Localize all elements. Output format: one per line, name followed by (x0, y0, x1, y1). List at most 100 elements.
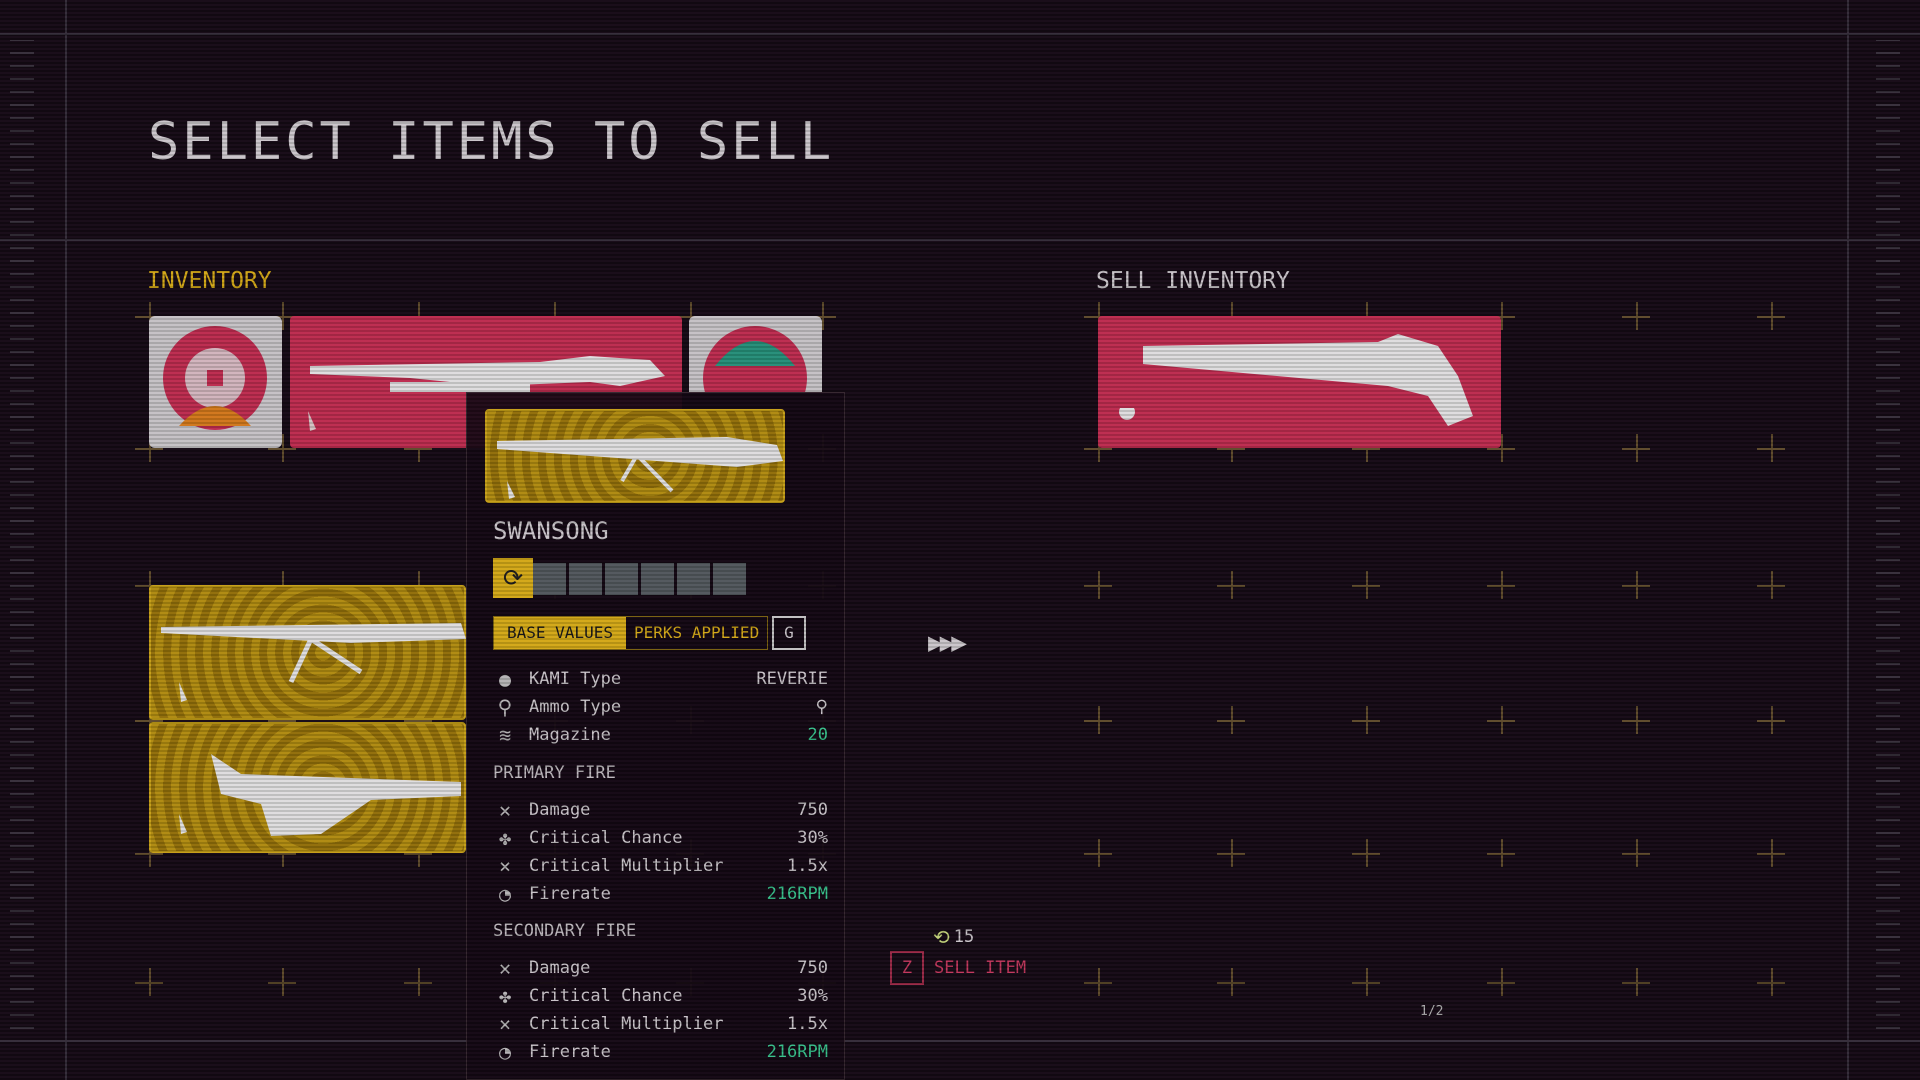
grid-cross (282, 302, 284, 330)
value-mode-tabs: BASE VALUES PERKS APPLIED (493, 616, 769, 650)
stat-value: 216RPM (766, 1042, 828, 1062)
grid-cross (282, 968, 284, 996)
grid-cross (1098, 434, 1100, 462)
currency-icon: ⟲ (933, 925, 950, 949)
crit-multiplier-icon: ⨯ (498, 854, 512, 878)
frame-line-mid (0, 239, 1920, 241)
stat-label: Ammo Type (529, 697, 622, 717)
inventory-slot-weapon-gold-2[interactable] (149, 722, 466, 853)
stat-label: Critical Chance (529, 986, 683, 1006)
stat-row: ✤ Critical Chance 30% (493, 983, 828, 1009)
tab-base-values[interactable]: BASE VALUES (494, 617, 626, 649)
stat-row: ⚲ Ammo Type ⚲ (493, 694, 828, 720)
stat-value: 30% (797, 828, 828, 848)
transfer-arrows-icon: ▶▶▶ (928, 628, 967, 658)
right-tick-ruler (1876, 40, 1900, 1040)
swansong-rifle-icon (497, 437, 783, 499)
inventory-slot-kami-teal[interactable] (689, 316, 822, 430)
perk-slots (533, 563, 746, 595)
frame-line-left (65, 0, 67, 1080)
page-title: SELECT ITEMS TO SELL (148, 112, 835, 172)
assault-rifle-icon (179, 754, 461, 836)
grid-cross (1771, 434, 1773, 462)
grid-cross (149, 434, 151, 462)
stat-row: ⨯ Critical Multiplier 1.5x (493, 853, 828, 879)
grid-cross (1636, 571, 1638, 599)
grid-cross (149, 968, 151, 996)
sell-price: ⟲ 15 (933, 925, 974, 949)
secondary-fire-heading: SECONDARY FIRE (493, 921, 637, 941)
grid-cross (1501, 968, 1503, 996)
firerate-icon: ◔ (498, 882, 512, 906)
left-tick-ruler (10, 40, 34, 1040)
grid-cross (1366, 968, 1368, 996)
revolver-icon (1119, 334, 1473, 426)
magazine-icon: ≋ (498, 723, 512, 747)
stat-label: Damage (529, 958, 591, 978)
stat-row: ✕ Damage 750 (493, 797, 828, 823)
stat-row: ● KAMI Type REVERIE (493, 666, 828, 692)
stat-value: ⚲ (815, 697, 828, 717)
toggle-key-g[interactable]: G (772, 616, 806, 650)
sell-price-value: 15 (953, 927, 975, 947)
grid-cross (1501, 571, 1503, 599)
grid-cross (1636, 434, 1638, 462)
grid-cross (149, 839, 151, 867)
stat-label: Magazine (529, 725, 611, 745)
grid-cross (1098, 571, 1100, 599)
stat-label: Critical Multiplier (529, 1014, 724, 1034)
grid-cross (282, 839, 284, 867)
stat-label: Firerate (529, 884, 611, 904)
sell-slot-revolver[interactable] (1098, 316, 1501, 448)
sell-item-button[interactable]: Z SELL ITEM (890, 951, 1026, 985)
stat-value: REVERIE (756, 669, 828, 689)
clover-icon: ✤ (498, 984, 512, 1008)
perk-slot-empty (569, 563, 602, 595)
inventory-slot-weapon-gold-1[interactable] (149, 585, 466, 720)
kami-red-icon (163, 326, 267, 430)
grid-cross (1231, 571, 1233, 599)
stat-value: 30% (797, 986, 828, 1006)
stat-row: ✕ Damage 750 (493, 955, 828, 981)
firerate-icon: ◔ (498, 1040, 512, 1064)
grid-cross (1231, 706, 1233, 734)
stat-label: Critical Multiplier (529, 856, 724, 876)
grid-cross (1098, 839, 1100, 867)
stat-value: 1.5x (787, 1014, 828, 1034)
frame-line-right (1847, 0, 1849, 1080)
stat-value: 750 (797, 958, 828, 978)
grid-cross (1098, 968, 1100, 996)
perk-slot-empty (713, 563, 746, 595)
grid-cross (418, 839, 420, 867)
clover-icon: ✤ (498, 826, 512, 850)
frame-line-bottom (0, 1040, 1920, 1042)
grid-cross (1771, 839, 1773, 867)
primary-fire-heading: PRIMARY FIRE (493, 763, 616, 783)
damage-icon: ✕ (498, 956, 512, 980)
stat-row: ◔ Firerate 216RPM (493, 881, 828, 907)
stat-row: ◔ Firerate 216RPM (493, 1039, 828, 1065)
perk-slot-empty (677, 563, 710, 595)
grid-cross (149, 706, 151, 734)
grid-cross (1231, 434, 1233, 462)
tooltip-weapon-image (485, 409, 785, 503)
stat-label: KAMI Type (529, 669, 622, 689)
grid-cross (282, 434, 284, 462)
grid-cross (1771, 571, 1773, 599)
grid-cross (418, 434, 420, 462)
sniper-rifle-icon (161, 623, 466, 702)
grid-cross (1636, 706, 1638, 734)
tab-perks-applied[interactable]: PERKS APPLIED (633, 623, 760, 642)
grid-cross (1098, 706, 1100, 734)
ammo-icon: ⚲ (497, 695, 513, 719)
grid-cross (1366, 839, 1368, 867)
grid-cross (1366, 706, 1368, 734)
stat-value: 1.5x (787, 856, 828, 876)
inventory-slot-kami-red[interactable] (149, 316, 282, 448)
grid-cross (1636, 302, 1638, 330)
inventory-heading: INVENTORY (147, 268, 272, 294)
crit-multiplier-icon: ⨯ (498, 1012, 512, 1036)
grid-cross (418, 706, 420, 734)
heavy-weapon-icon (308, 356, 665, 431)
grid-cross (1636, 968, 1638, 996)
